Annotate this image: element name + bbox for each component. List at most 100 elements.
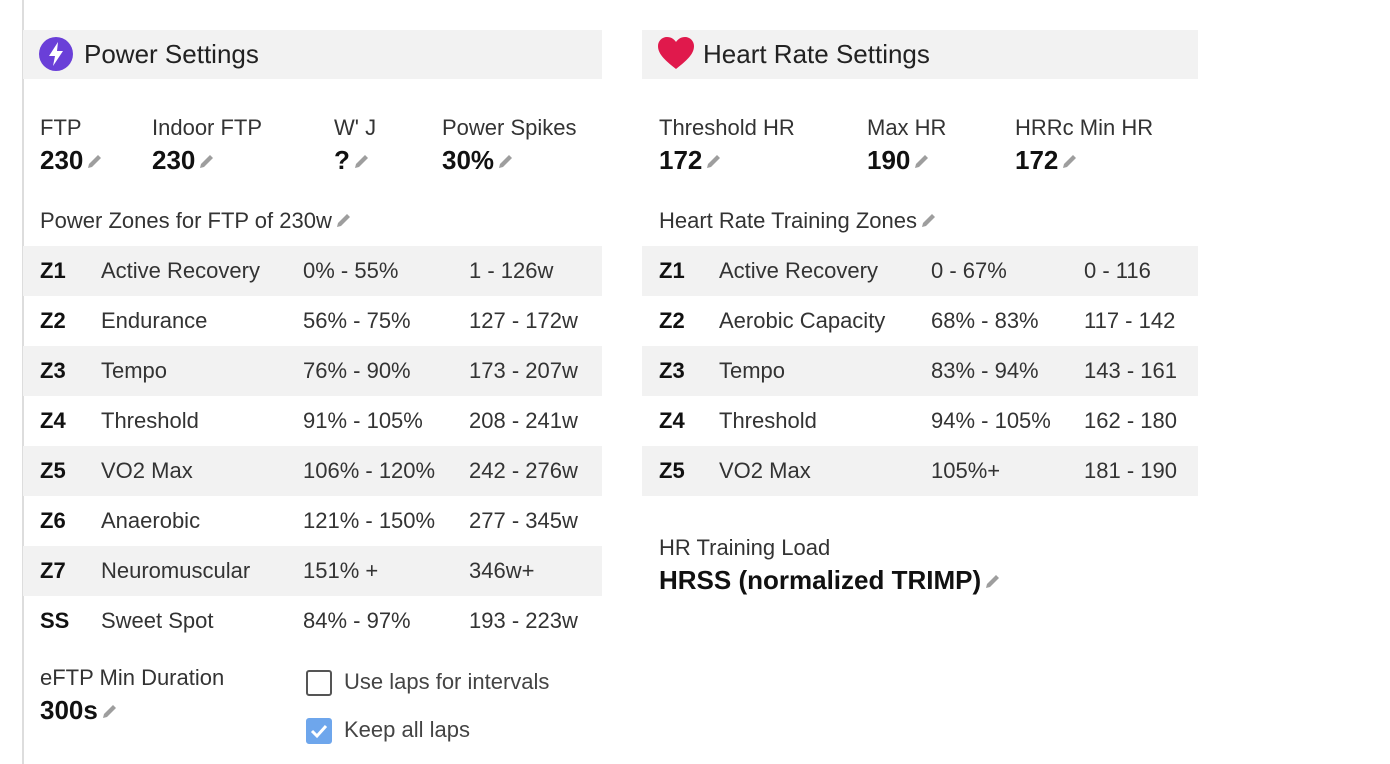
zone-cell: Tempo (719, 358, 786, 383)
zone-cell: Tempo (101, 358, 168, 383)
edit-icon[interactable] (100, 701, 120, 721)
zone-row (23, 246, 602, 296)
field-label: Max HR (867, 115, 947, 140)
zone-row (23, 446, 602, 496)
field-value: 172 (659, 145, 703, 175)
zone-cell: Z2 (40, 308, 66, 333)
field-value: 30% (442, 145, 495, 175)
zone-cell: VO2 Max (719, 458, 811, 483)
edit-icon[interactable] (912, 151, 932, 171)
panel-icon (658, 37, 694, 76)
checkbox-label: Use laps for intervals (344, 669, 550, 694)
load-value: HRSS (normalized TRIMP) (659, 565, 982, 595)
panel-title: Power Settings (84, 39, 259, 69)
field-label: HRRc Min HR (1015, 115, 1154, 140)
zone-cell: 68% - 83% (931, 308, 1039, 333)
zone-cell: Anaerobic (101, 508, 201, 533)
field-value-wrap[interactable]: 230 (152, 145, 217, 176)
eftp-value-wrap[interactable]: 300s (40, 695, 120, 726)
field-value-wrap[interactable]: 230 (40, 145, 105, 176)
checkbox[interactable] (306, 718, 332, 744)
edit-icon[interactable] (334, 210, 354, 230)
zone-cell: 56% - 75% (303, 308, 411, 333)
zone-row (23, 546, 602, 596)
field-value-wrap[interactable]: 172 (1015, 145, 1080, 176)
edit-icon[interactable] (197, 151, 217, 171)
field-value: ? (334, 145, 350, 175)
zone-cell: 242 - 276w (469, 458, 578, 483)
edit-icon[interactable] (496, 151, 516, 171)
field-value-wrap[interactable]: 190 (867, 145, 932, 176)
zone-row (642, 246, 1198, 296)
field-value-wrap[interactable]: ? (334, 145, 372, 176)
zone-cell: Endurance (101, 308, 208, 333)
load-label: HR Training Load (659, 535, 831, 560)
zone-cell: 83% - 94% (931, 358, 1039, 383)
zones-title: Power Zones for FTP of 230w (40, 208, 332, 233)
edit-icon[interactable] (919, 210, 939, 230)
zone-cell: Z4 (659, 408, 685, 433)
field-value-wrap[interactable]: 172 (659, 145, 724, 176)
zone-cell: 143 - 161 (1084, 358, 1177, 383)
zone-cell: 121% - 150% (303, 508, 436, 533)
field-label: Threshold HR (659, 115, 795, 140)
zone-cell: 0 - 116 (1084, 258, 1151, 283)
checkbox-label: Keep all laps (344, 717, 470, 742)
panel-header (642, 30, 1198, 79)
zones-title-wrap[interactable]: Heart Rate Training Zones (659, 208, 939, 234)
zone-cell: Neuromuscular (101, 558, 251, 583)
field-value: 190 (867, 145, 911, 175)
field-value: 230 (40, 145, 84, 175)
zone-cell: 106% - 120% (303, 458, 436, 483)
field-label: Indoor FTP (152, 115, 263, 140)
zone-cell: 0 - 67% (931, 258, 1007, 283)
zones-title: Heart Rate Training Zones (659, 208, 918, 233)
edit-icon[interactable] (983, 571, 1003, 591)
zone-row (642, 446, 1198, 496)
zone-cell: Z2 (659, 308, 685, 333)
edit-icon[interactable] (704, 151, 724, 171)
zone-cell: Threshold (719, 408, 817, 433)
zone-cell: Z5 (659, 458, 685, 483)
zone-cell: 208 - 241w (469, 408, 578, 433)
edit-icon[interactable] (1060, 151, 1080, 171)
zone-cell: Z5 (40, 458, 66, 483)
field-label: W' J (334, 115, 377, 140)
field-value-wrap[interactable]: 30% (442, 145, 516, 176)
zone-cell: Z7 (40, 558, 66, 583)
panel-header (23, 30, 602, 79)
field-label: Power Spikes (442, 115, 577, 140)
zone-cell: Z1 (659, 258, 685, 283)
zone-cell: Threshold (101, 408, 199, 433)
zone-cell: 151% + (303, 558, 379, 583)
panel-icon (39, 37, 73, 76)
zone-cell: 1 - 126w (469, 258, 554, 283)
field-value: 230 (152, 145, 196, 175)
field-label: FTP (40, 115, 82, 140)
zone-row (23, 346, 602, 396)
zone-cell: 0% - 55% (303, 258, 399, 283)
checkbox[interactable] (306, 670, 332, 696)
field-value: 172 (1015, 145, 1059, 175)
zone-cell: 181 - 190 (1084, 458, 1177, 483)
edit-icon[interactable] (352, 151, 372, 171)
zones-title-wrap[interactable]: Power Zones for FTP of 230w (40, 208, 354, 234)
zone-cell: 84% - 97% (303, 608, 411, 633)
zone-cell: Active Recovery (101, 258, 260, 283)
eftp-value: 300s (40, 695, 98, 725)
zone-cell: 173 - 207w (469, 358, 578, 383)
zone-cell: Z6 (40, 508, 66, 533)
zone-cell: VO2 Max (101, 458, 193, 483)
eftp-label: eFTP Min Duration (40, 665, 225, 690)
load-value-wrap[interactable]: HRSS (normalized TRIMP) (659, 565, 1003, 596)
zone-cell: 76% - 90% (303, 358, 411, 383)
zone-cell: 277 - 345w (469, 508, 578, 533)
zone-cell: 193 - 223w (469, 608, 578, 633)
edit-icon[interactable] (85, 151, 105, 171)
zone-cell: 91% - 105% (303, 408, 423, 433)
panel-title: Heart Rate Settings (703, 39, 930, 69)
zone-cell: Z3 (40, 358, 66, 383)
zone-cell: 105%+ (931, 458, 1001, 483)
zone-cell: Aerobic Capacity (719, 308, 886, 333)
